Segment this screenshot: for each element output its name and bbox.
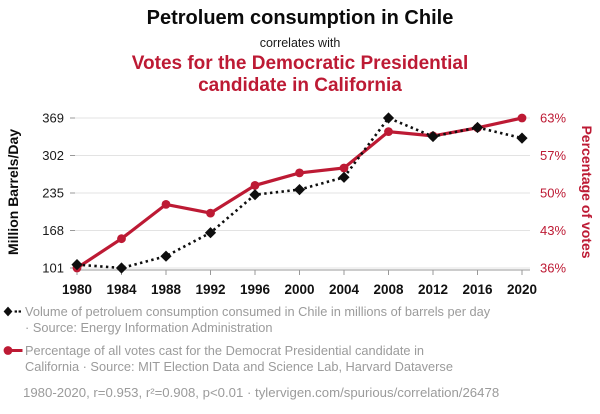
y-tick-label-right: 43% xyxy=(540,223,566,238)
y-tick-label-right: 63% xyxy=(540,111,566,126)
x-tick-label: 1988 xyxy=(151,282,182,297)
legend-item-petroleum: Volume of petroluem consumption consumed… xyxy=(3,304,597,335)
right-axis-title: Percentage of votes xyxy=(579,125,595,259)
correlates-with-label: correlates with xyxy=(259,36,341,50)
marker-petroleum-chile xyxy=(338,171,350,183)
marker-petroleum-chile xyxy=(71,259,83,271)
y-tick-label-left: 235 xyxy=(42,186,64,201)
marker-petroleum-chile xyxy=(249,189,261,201)
x-tick-label: 1984 xyxy=(106,282,137,297)
marker-petroleum-chile xyxy=(471,121,484,134)
x-tick-label: 2020 xyxy=(507,282,537,297)
secondary-title-line1: Votes for the Democratic Presidential xyxy=(131,53,469,74)
legend-text-line: California · Source: MIT Election Data a… xyxy=(25,358,453,374)
page-title: Petroluem consumption in Chile xyxy=(146,7,454,29)
x-tick-label: 2012 xyxy=(418,282,448,297)
secondary-title-line2: candidate in California xyxy=(198,75,402,96)
y-tick-label-left: 168 xyxy=(42,223,64,238)
marker-petroleum-chile xyxy=(293,184,306,196)
marker-petroleum-chile xyxy=(516,132,528,144)
y-tick-label-right: 50% xyxy=(540,186,566,201)
legend-text-line: Volume of petroluem consumption consumed… xyxy=(25,304,491,319)
y-tick-label-right: 57% xyxy=(540,148,566,163)
y-tick-label-right: 36% xyxy=(540,261,566,276)
chart-header: Petroluem consumption in Chile correlate… xyxy=(0,0,600,97)
marker-petroleum-chile xyxy=(204,227,217,239)
legend-text-line: · Source: Energy Information Administrat… xyxy=(25,319,273,335)
marker-democrat-votes-california xyxy=(250,181,260,190)
y-tick-label-left: 369 xyxy=(42,111,64,126)
x-tick-label: 2008 xyxy=(373,282,404,297)
circle-solid-line-icon xyxy=(3,343,23,362)
legend-text-line: Percentage of all votes cast for the Dem… xyxy=(25,343,425,358)
marker-democrat-votes-california xyxy=(517,113,527,123)
legend: Volume of petroluem consumption consumed… xyxy=(3,304,597,382)
marker-democrat-votes-california xyxy=(161,200,171,209)
y-tick-label-left: 101 xyxy=(42,261,64,276)
x-tick-label: 2004 xyxy=(329,282,360,297)
x-tick-label: 1992 xyxy=(195,282,225,297)
marker-democrat-votes-california xyxy=(384,127,393,136)
x-tick-label: 1996 xyxy=(240,282,271,297)
legend-text-votes: Percentage of all votes cast for the Dem… xyxy=(23,343,453,374)
x-tick-label: 1980 xyxy=(62,282,92,297)
marker-petroleum-chile xyxy=(382,112,395,124)
x-tick-label: 2000 xyxy=(284,282,314,297)
diamond-dotted-line-icon xyxy=(3,304,23,323)
secondary-title: Votes for the Democratic Presidential ca… xyxy=(0,53,600,97)
legend-item-votes: Percentage of all votes cast for the Dem… xyxy=(3,343,597,374)
marker-petroleum-chile xyxy=(115,262,128,274)
y-tick-label-left: 302 xyxy=(42,148,64,163)
stats-footnote: 1980-2020, r=0.953, r²=0.908, p<0.01 · t… xyxy=(23,385,500,400)
marker-democrat-votes-california xyxy=(117,234,126,244)
marker-democrat-votes-california xyxy=(295,168,304,178)
marker-democrat-votes-california xyxy=(339,163,349,173)
x-tick-label: 2016 xyxy=(462,282,493,297)
marker-petroleum-chile xyxy=(427,130,439,143)
legend-text-petroleum: Volume of petroluem consumption consumed… xyxy=(23,304,490,335)
left-axis-title: Million Barrels/Day xyxy=(5,128,21,256)
marker-petroleum-chile xyxy=(160,250,172,262)
marker-democrat-votes-california xyxy=(206,208,215,218)
